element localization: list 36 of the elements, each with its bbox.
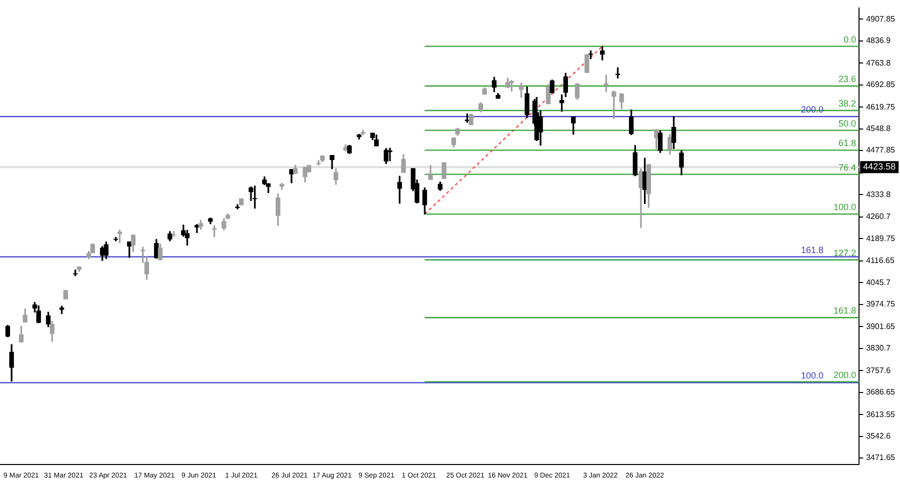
candlestick	[442, 162, 446, 179]
series-label: 161.8	[801, 244, 824, 255]
y-tick-label: 4189.75	[866, 234, 896, 243]
y-tick-label: 3830.7	[866, 343, 892, 352]
series-label: 200.0	[834, 370, 856, 380]
y-tick-label: 4619.75	[866, 102, 896, 112]
y-tick-label: 4763.8	[866, 58, 892, 68]
series-label: 100.0	[834, 202, 856, 212]
y-tick-label: 4836.9	[866, 36, 892, 46]
series-label: 50.0	[838, 118, 856, 128]
y-tick-label: 4045.7	[866, 278, 892, 287]
y-tick-label: 3542.6	[866, 432, 892, 441]
series-label: 23.6	[838, 74, 856, 84]
series-label: 76.4	[838, 162, 856, 172]
y-tick-label: 3757.6	[866, 366, 892, 375]
y-tick-label: 3974.75	[866, 299, 896, 308]
y-tick-label: 3901.65	[866, 322, 896, 331]
y-tick-label: 4477.85	[866, 146, 896, 155]
y-tick-label: 3613.55	[866, 410, 896, 419]
ref-line-label: 4423.58	[863, 162, 896, 172]
series-label: 100.0	[801, 370, 824, 381]
series-label: 38.2	[838, 98, 856, 108]
y-tick-label: 4116.65	[866, 256, 895, 266]
y-tick-label: 4907.85	[866, 14, 896, 24]
y-tick-label: 4692.85	[866, 80, 896, 90]
series-label: 0.0	[844, 34, 856, 44]
candlestick	[63, 290, 68, 300]
series-label: 61.8	[838, 138, 856, 148]
y-tick-label: 4548.8	[866, 124, 892, 134]
y-tick-label: 4333.8	[866, 190, 892, 199]
series-label: 161.8	[834, 306, 856, 316]
y-tick-label: 3686.65	[866, 387, 896, 396]
series-label: 127.2	[834, 248, 856, 258]
y-tick-label: 4260.7	[866, 212, 892, 222]
y-tick-label: 3471.65	[866, 453, 896, 462]
candlestick	[584, 54, 590, 73]
